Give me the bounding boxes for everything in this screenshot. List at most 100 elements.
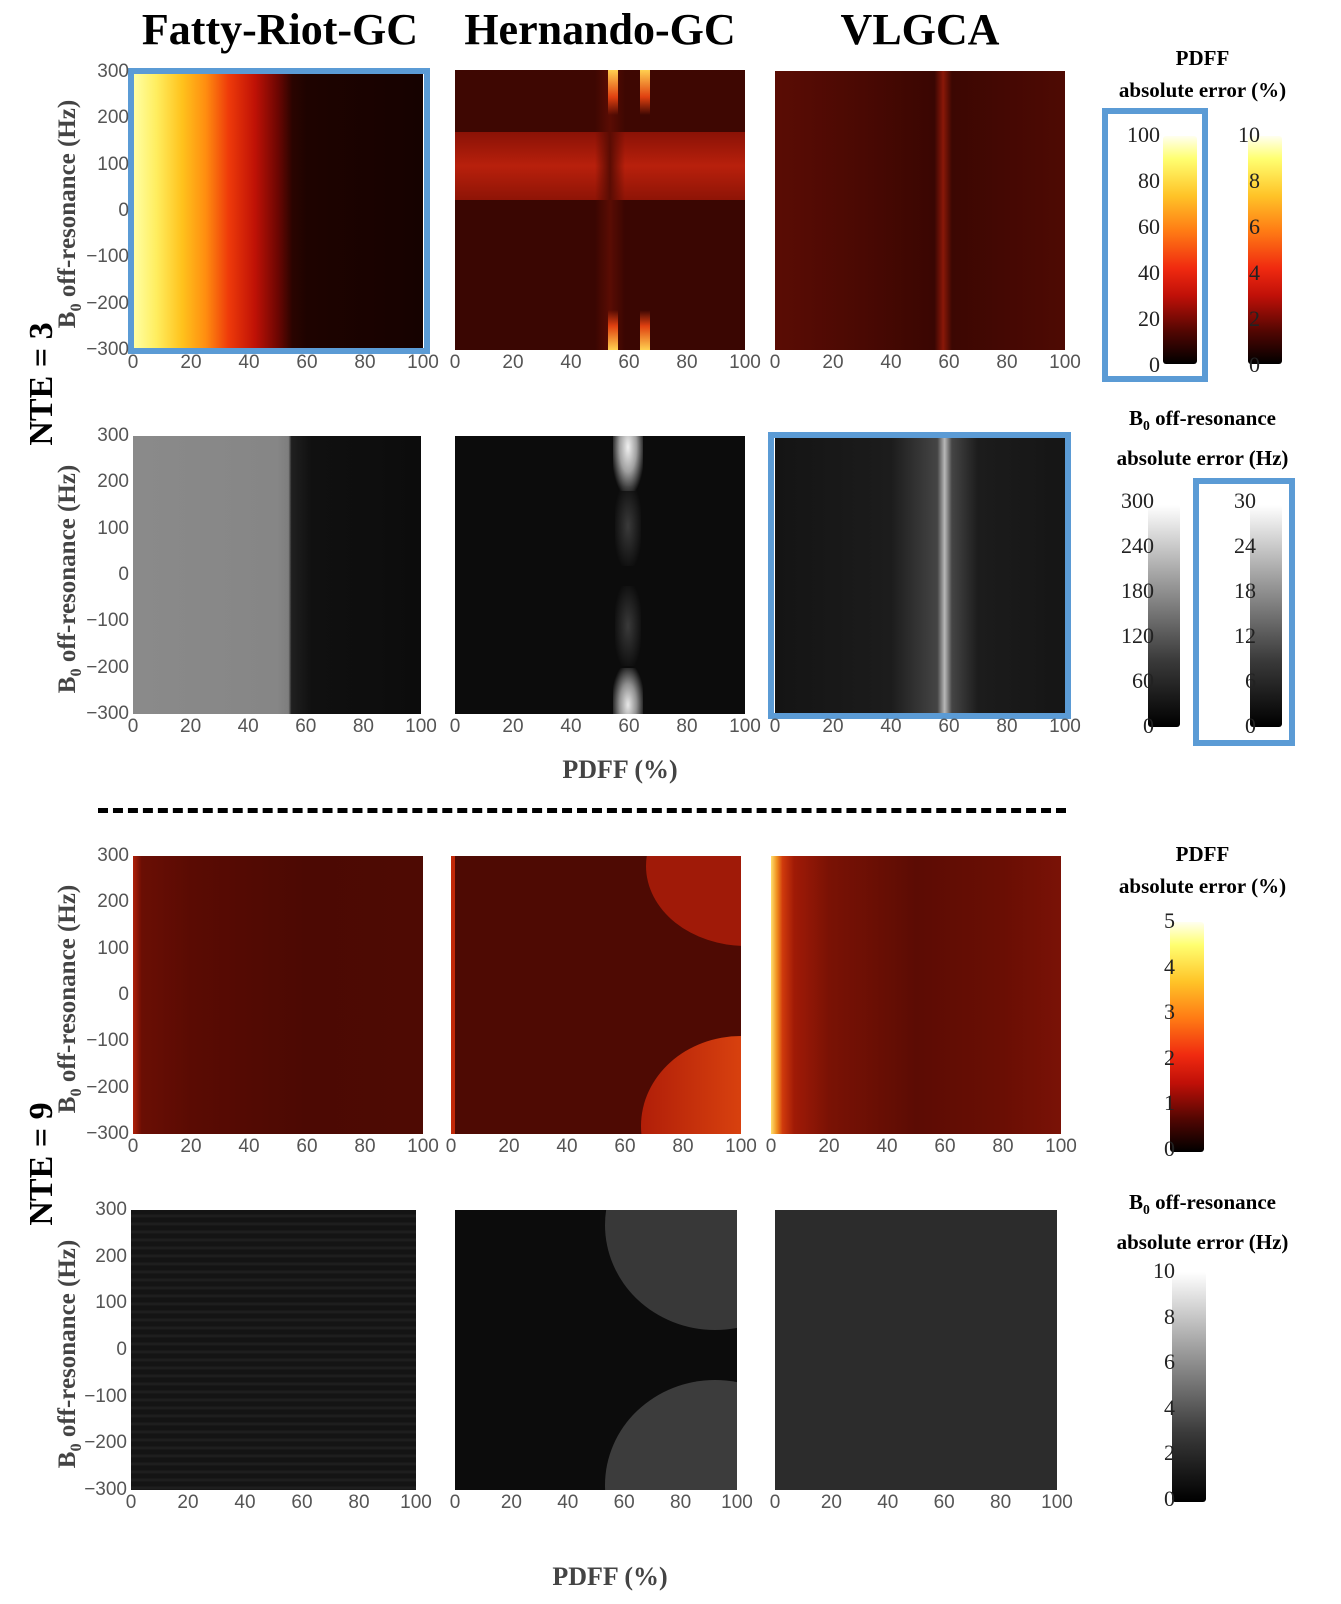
x-tick-label: 80 [348,1492,370,1513]
heatmap-nte3-pdff-hernando [455,70,745,350]
x-tick-label: 20 [822,352,844,373]
y-tick-label: −300 [86,1123,129,1144]
y-tick-label: 200 [97,891,129,913]
y-tick-label: −100 [84,1385,127,1407]
x-tick-label: 60 [291,1492,313,1513]
colorbar-tick-label: 6 [1245,668,1256,693]
x-tick-label: 0 [125,1492,137,1513]
colorbar-tick-label: 5 [1164,908,1175,933]
colorbar-tick-label: 2 [1164,1440,1175,1466]
y-tick-label: 200 [95,1245,127,1267]
colorbar-pdff-nte3-0-100 [1163,136,1197,364]
y-tick-label: 200 [97,107,129,129]
colorbar-pdff-nte9-0-5 [1170,922,1204,1152]
colorbar-tick-label: 240 [1121,533,1154,558]
x-tick-label: 0 [769,352,781,373]
highlight-box-pdff-colorbar-100 [1102,108,1208,382]
x-tick-label: 100 [1049,352,1081,373]
colorbar-tick-label: 180 [1121,578,1154,603]
heatmap-nte9-b0-vlgca [775,1210,1057,1490]
x-tick-label: 60 [938,352,960,373]
x-tick-label: 20 [822,716,844,737]
x-tick-label: 40 [560,352,582,373]
x-axis-label-nte9: PDFF (%) [552,1562,668,1591]
heatmap-nte3-b0-vlgca [775,436,1065,714]
highlight-box-nte3-b0-vlgca [768,432,1071,719]
x-tick-label: 0 [449,1492,461,1513]
x-tick-label: 0 [769,1492,781,1513]
x-tick-label: 80 [670,1492,692,1513]
colorbar-tick-label: 2 [1249,306,1260,331]
x-tick-label: 20 [180,1136,202,1157]
colorbar-tick-label: 0 [1149,352,1160,377]
x-tick-label: 20 [502,716,524,737]
x-tick-label: 80 [996,352,1018,373]
column-title-fatty-riot-gc: Fatty-Riot-GC [141,5,419,54]
y-tick-label: −100 [86,1030,129,1052]
colorbar-tick-label: 18 [1234,578,1256,603]
x-tick-label: 80 [996,716,1018,737]
x-tick-label: 60 [614,1136,636,1157]
colorbar-tick-label: 1 [1164,1090,1175,1116]
x-tick-label: 0 [769,716,781,737]
x-tick-label: 100 [725,1136,757,1157]
x-tick-label: 0 [127,716,139,737]
colorbar-tick-label: 10 [1238,122,1260,147]
y-tick-label: −300 [86,339,129,360]
x-tick-label: 60 [618,716,640,737]
colorbar-tick-label: 6 [1164,1349,1175,1375]
colorbar-b0-nte3-0-300 [1148,505,1180,727]
colorbar-tick-label: 10 [1153,1258,1175,1283]
colorbar-tick-label: 40 [1138,260,1160,285]
colorbar-tick-label: 0 [1143,713,1154,738]
x-tick-label: 80 [354,352,376,373]
x-tick-label: 0 [445,1136,457,1157]
colorbar-tick-label: 4 [1249,260,1260,285]
x-tick-label: 0 [449,716,461,737]
heatmap-nte9-pdff-vlgca [771,856,1061,1134]
y-tick-label: −100 [86,246,129,268]
x-tick-label: 0 [127,352,139,373]
colorbar-tick-label: 12 [1234,623,1256,648]
x-tick-label: 40 [876,1136,898,1157]
colorbar-tick-label: 4 [1164,953,1175,979]
x-tick-label: 60 [933,1492,955,1513]
y-tick-label: 0 [118,200,129,221]
colorbar-tick-label: 24 [1234,533,1256,558]
y-tick-label: −200 [86,656,129,678]
colorbar-tick-label: 0 [1249,352,1260,377]
heatmap-nte3-b0-hernando [455,436,745,714]
x-tick-label: 100 [400,1492,432,1513]
x-tick-label: 40 [560,716,582,737]
colorbar-tick-label: 0 [1245,713,1256,738]
x-tick-label: 100 [407,1136,439,1157]
column-title-vlgca: VLGCA [840,5,1000,54]
colorbar-tick-label: 8 [1249,168,1260,193]
colorbar-title-pdff-nte9: PDFF absolute error (%) [1118,842,1287,898]
y-tick-label: −300 [84,1479,127,1500]
colorbar-title-b0-nte9: B0 off-resonance absolute error (Hz) [1116,1190,1289,1255]
y-tick-label: 100 [97,937,129,959]
x-tick-label: 60 [296,1136,318,1157]
x-tick-label: 40 [238,1136,260,1157]
highlight-box-b0-colorbar-30 [1193,478,1295,746]
x-tick-label: 80 [676,716,698,737]
x-tick-label: 60 [296,352,318,373]
y-tick-label: −200 [86,292,129,314]
row-separator-dashed-line [98,808,1066,813]
x-tick-label: 100 [1045,1136,1077,1157]
x-tick-label: 40 [880,716,902,737]
x-tick-label: 20 [820,1492,842,1513]
x-tick-label: 40 [557,1492,579,1513]
x-tick-label: 80 [676,352,698,373]
colorbar-tick-label: 20 [1138,306,1160,331]
x-tick-label: 40 [556,1136,578,1157]
x-tick-label: 20 [818,1136,840,1157]
colorbar-tick-label: 8 [1164,1303,1175,1329]
colorbar-pdff-nte3-0-10 [1248,136,1282,364]
x-tick-label: 100 [407,352,439,373]
x-tick-label: 40 [880,352,902,373]
y-tick-label: 300 [95,1199,127,1220]
x-tick-label: 80 [990,1492,1012,1513]
colorbar-tick-label: 6 [1249,214,1260,239]
